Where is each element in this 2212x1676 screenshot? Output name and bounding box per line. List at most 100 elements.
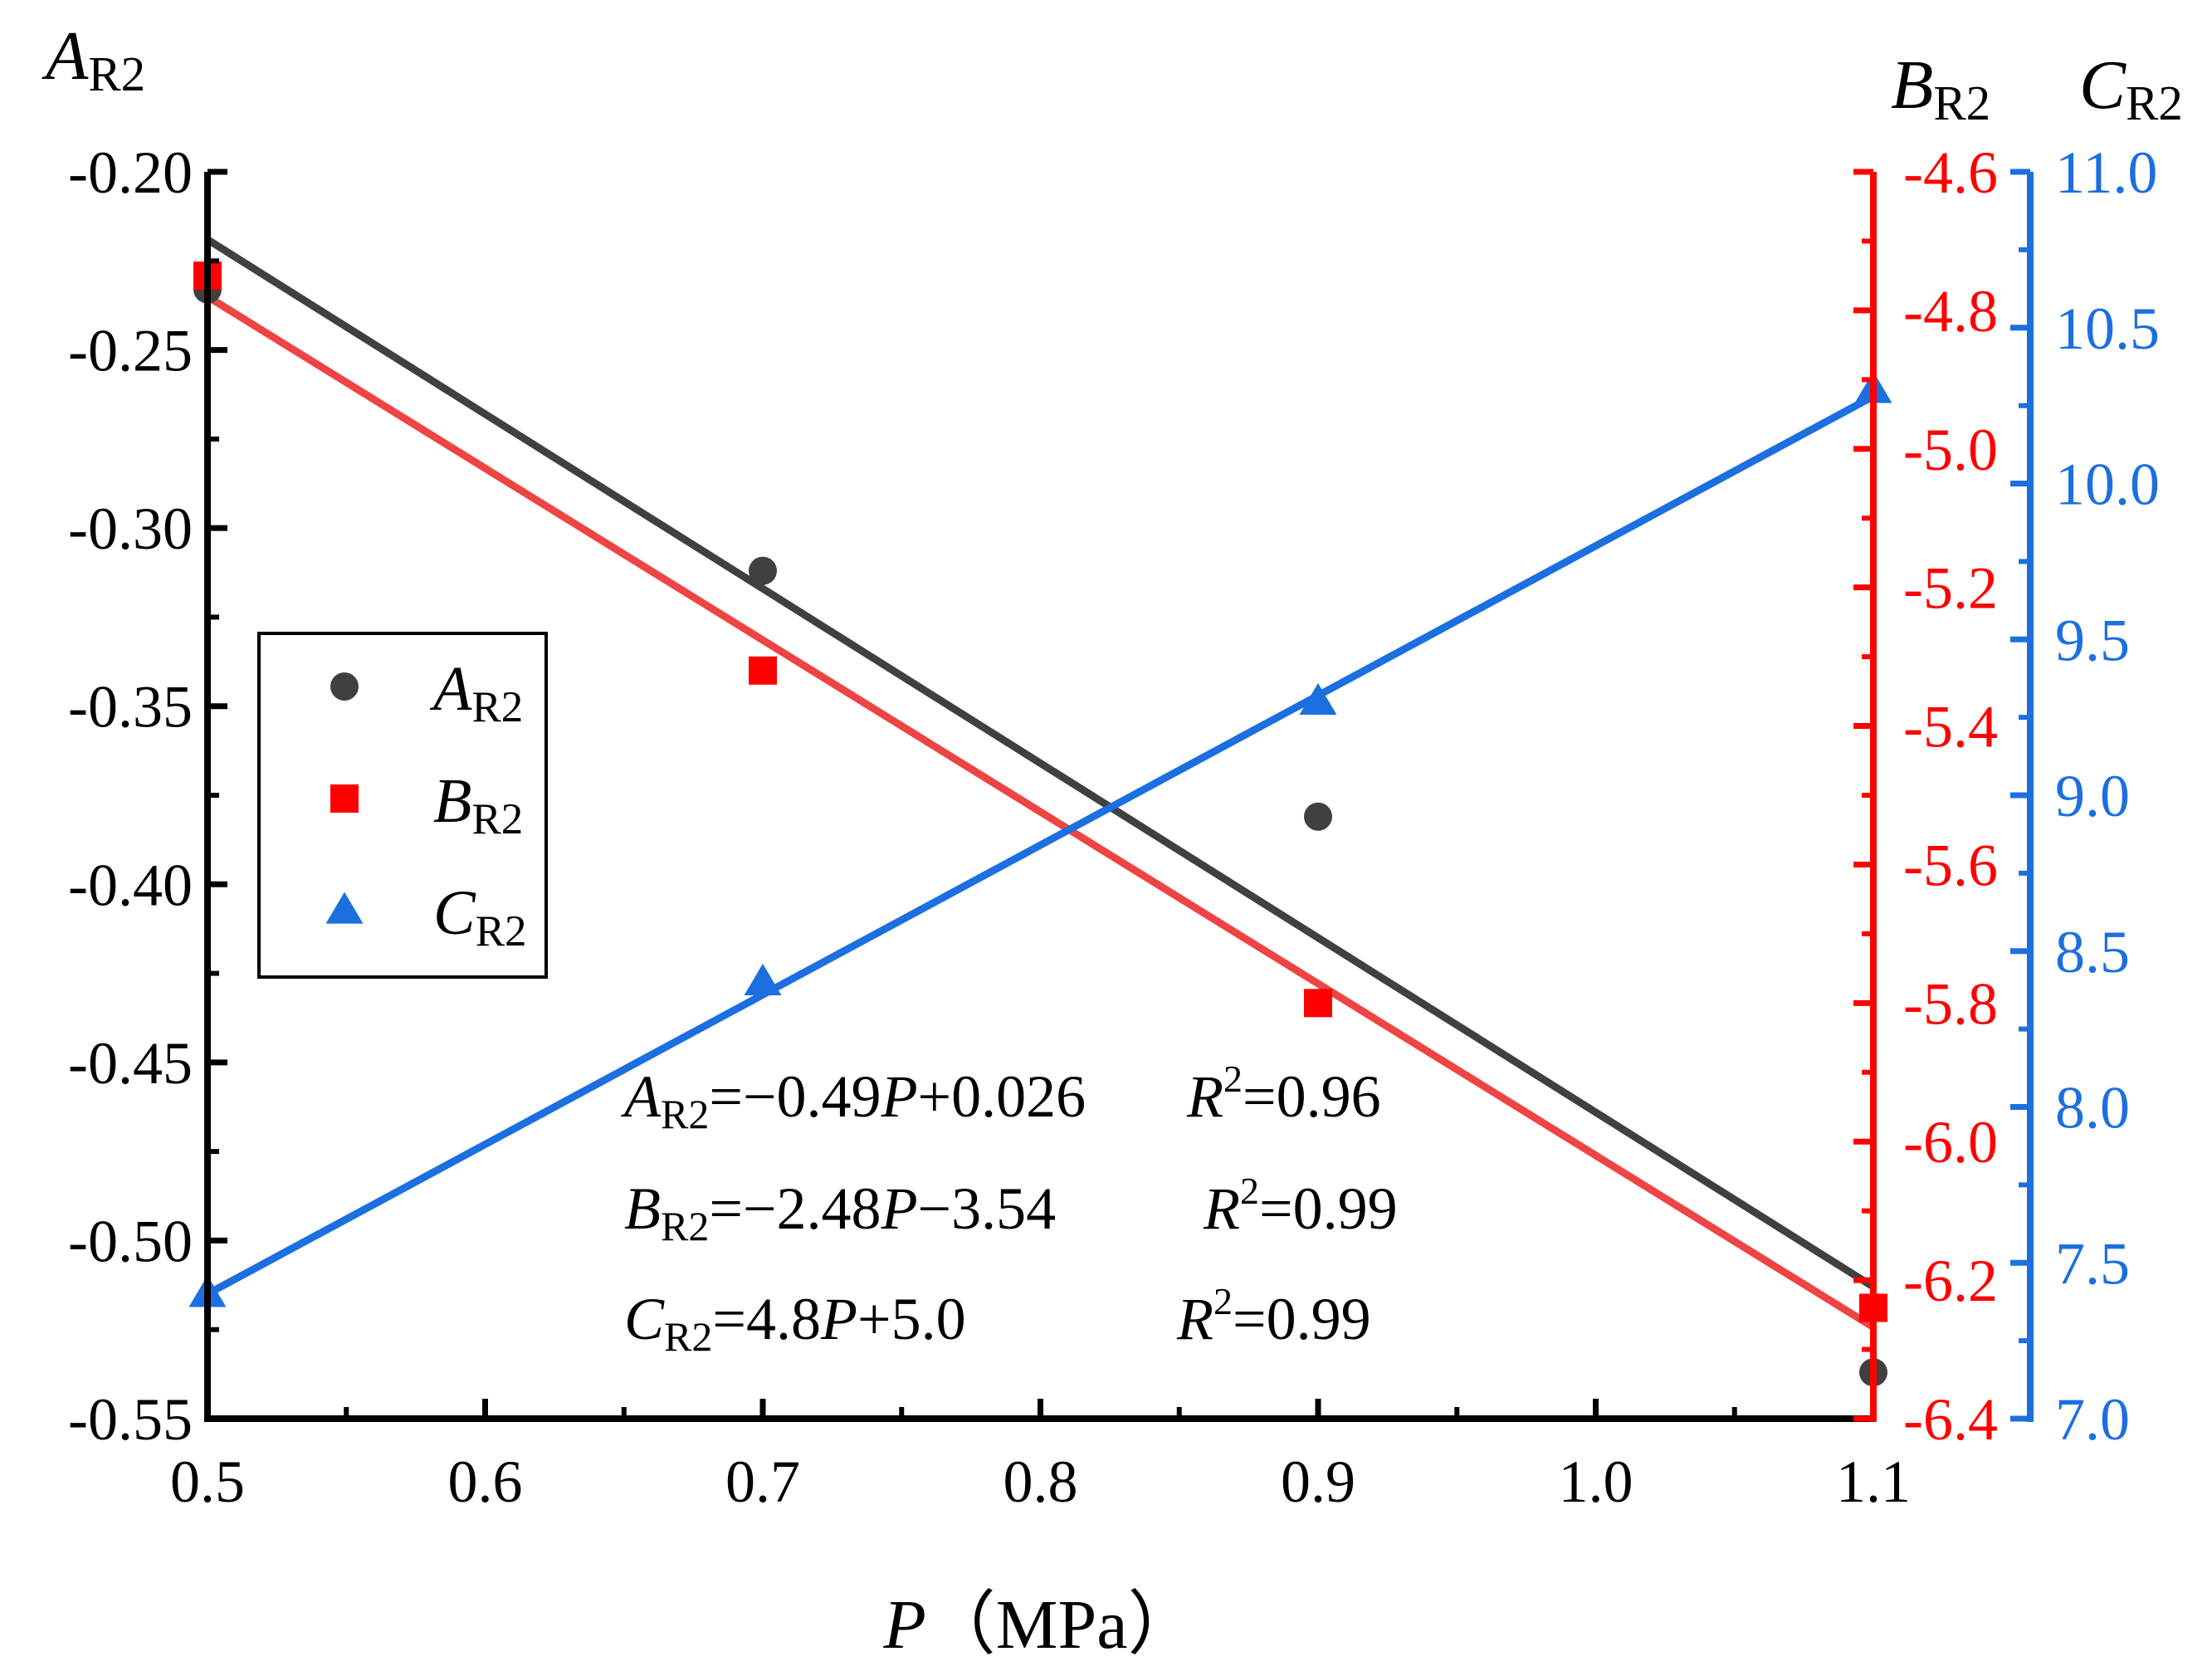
r-squared-2-sup: 2: [1213, 1280, 1233, 1322]
c-tick-label-4: 9.0: [2055, 763, 2130, 829]
legend-label-c-sub: R2: [476, 907, 527, 955]
a-axis-title: AR2: [42, 17, 145, 101]
legend-label-c: CR2: [433, 878, 527, 955]
equation-1-lhs: B: [624, 1175, 661, 1242]
r-squared-2: R2=0.99: [1176, 1280, 1371, 1352]
a-axis-title-main: A: [42, 17, 89, 95]
legend-label-a-sub: R2: [471, 683, 523, 731]
b-tick-label-6: -5.8: [1903, 970, 1998, 1037]
bottom-tick-label-1: 0.6: [448, 1449, 523, 1515]
marker-b-2: [1304, 989, 1332, 1018]
b-tick-label-3: -5.2: [1903, 555, 1998, 622]
equation-0-coef: =−0.49: [709, 1063, 881, 1130]
equation-1: BR2=−2.48P−3.54: [624, 1175, 1056, 1249]
a-axis-title-sub: R2: [88, 46, 145, 101]
marker-a-1: [749, 556, 777, 585]
equation-0-var: P: [881, 1063, 918, 1130]
c-tick-label-3: 9.5: [2055, 607, 2130, 673]
b-tick-label-7: -6.0: [1903, 1109, 1998, 1175]
left-tick-label-4: -0.40: [68, 852, 193, 918]
r-squared-2-label: R: [1176, 1286, 1213, 1352]
c-axis-title: CR2: [2079, 46, 2183, 130]
r-squared-1-sup: 2: [1240, 1170, 1259, 1212]
r-squared-1: R2=0.99: [1203, 1170, 1398, 1242]
x-axis-title-symbol: P: [882, 1586, 925, 1664]
b-tick-label-4: -5.4: [1903, 694, 1998, 760]
bottom-tick-label-4: 0.9: [1281, 1449, 1355, 1515]
x-axis-title: P（MPa）: [882, 1586, 1197, 1664]
bottom-tick-label-5: 1.0: [1559, 1449, 1633, 1515]
equation-0-lhs-sub: R2: [661, 1091, 709, 1137]
c-tick-label-1: 10.5: [2055, 296, 2160, 362]
equation-1-const: −3.54: [918, 1175, 1057, 1242]
equation-1-lhs-sub: R2: [661, 1203, 709, 1249]
b-tick-label-2: -5.0: [1903, 417, 1998, 483]
fit-line-c: [205, 393, 1876, 1297]
marker-b-1: [749, 656, 777, 685]
b-tick-label-0: -4.6: [1903, 139, 1998, 206]
legend-marker-b: [330, 784, 359, 813]
bottom-tick-label-6: 1.1: [1836, 1449, 1911, 1515]
left-tick-label-6: -0.50: [68, 1208, 193, 1274]
r-squared-0-value: =0.96: [1243, 1063, 1381, 1130]
equation-2-coef: =4.8: [712, 1286, 821, 1352]
bottom-tick-label-3: 0.8: [1003, 1449, 1078, 1515]
b-tick-label-5: -5.6: [1903, 832, 1998, 898]
legend-label-b-sub: R2: [471, 795, 523, 843]
bottom-tick-label-2: 0.7: [725, 1449, 800, 1515]
c-axis-title-main: C: [2079, 46, 2127, 124]
marker-a-2: [1304, 802, 1332, 831]
b-tick-label-9: -6.4: [1903, 1386, 1998, 1453]
fit-lines: [205, 236, 1876, 1331]
equation-0-const: +0.026: [918, 1063, 1086, 1130]
equation-2-const: +5.0: [857, 1286, 966, 1352]
b-axis-title-sub: R2: [1933, 76, 1990, 130]
left-tick-label-0: -0.20: [68, 139, 193, 206]
r-squared-0-sup: 2: [1223, 1058, 1243, 1100]
fit-line-b: [205, 293, 1876, 1331]
c-axis-title-sub: R2: [2126, 76, 2183, 130]
b-tick-label-8: -6.2: [1903, 1248, 1998, 1314]
legend-label-a: AR2: [429, 654, 523, 731]
equation-1-coef: =−2.48: [709, 1175, 881, 1242]
b-axis-title-main: B: [1891, 46, 1933, 124]
r-squared-1-label: R: [1203, 1175, 1240, 1242]
r-squared-0-label: R: [1186, 1063, 1223, 1130]
b-tick-label-1: -4.8: [1903, 278, 1998, 344]
left-tick-label-7: -0.55: [68, 1386, 193, 1453]
b-axis-title: BR2: [1891, 46, 1990, 130]
c-tick-label-5: 8.5: [2055, 919, 2130, 985]
equation-2-lhs-sub: R2: [664, 1313, 712, 1360]
left-tick-label-5: -0.45: [68, 1030, 193, 1097]
legend-box: [257, 632, 548, 979]
r-squared-2-value: =0.99: [1233, 1286, 1371, 1352]
c-tick-label-8: 7.0: [2055, 1386, 2130, 1453]
legend-label-b-main: B: [433, 766, 471, 836]
legend-marker-a: [330, 672, 359, 701]
bottom-tick-label-0: 0.5: [170, 1449, 245, 1515]
legend-marker-c: [325, 892, 364, 924]
legend-label-a-main: A: [429, 654, 472, 724]
c-tick-label-6: 8.0: [2055, 1075, 2130, 1141]
equation-0: AR2=−0.49P+0.026: [621, 1063, 1086, 1137]
c-tick-label-2: 10.0: [2055, 452, 2160, 518]
fit-line-a: [205, 236, 1876, 1291]
equation-1-var: P: [881, 1175, 918, 1242]
x-axis-title-unit: （MPa）: [926, 1586, 1198, 1664]
equation-2-var: P: [820, 1286, 857, 1352]
left-tick-label-1: -0.25: [68, 318, 193, 384]
legend-label-b: BR2: [433, 766, 523, 843]
marker-c-1: [744, 963, 782, 995]
legend-label-c-main: C: [433, 878, 476, 948]
r-squared-1-value: =0.99: [1259, 1175, 1398, 1242]
left-tick-label-3: -0.35: [68, 674, 193, 740]
marker-c-2: [1299, 682, 1337, 715]
r-squared-0: R2=0.96: [1186, 1058, 1381, 1130]
equation-2-lhs: C: [624, 1286, 665, 1352]
c-tick-label-0: 11.0: [2055, 139, 2157, 206]
equation-2: CR2=4.8P+5.0: [624, 1286, 966, 1360]
